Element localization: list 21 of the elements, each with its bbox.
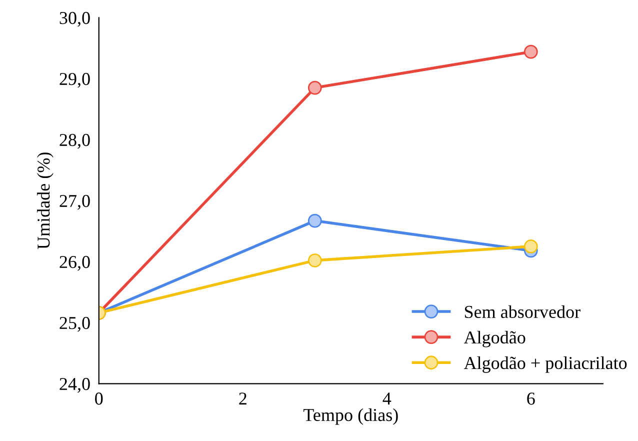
y-tick-label: 30,0 — [60, 12, 90, 27]
x-axis-title: Tempo (dias) — [303, 408, 398, 425]
y-tick-label: 27,0 — [60, 194, 90, 210]
y-tick-label: 29,0 — [60, 72, 90, 88]
y-tick-label: 26,0 — [60, 256, 90, 271]
point — [524, 239, 538, 254]
y-tick-label: 28,0 — [60, 134, 90, 149]
legend-label: Sem absorvedor — [464, 305, 580, 318]
legend-label: Algodão — [464, 330, 526, 348]
x-tick-label: 2 — [239, 392, 246, 405]
legend-label: Algodão + poliacrilato — [464, 356, 627, 373]
x-tick-label: 0 — [95, 392, 103, 405]
x-tick-label: 4 — [382, 392, 392, 405]
point — [308, 80, 322, 95]
y-tick-label: 24,0 — [60, 378, 90, 393]
point — [308, 253, 322, 268]
point — [524, 44, 538, 59]
point — [308, 214, 322, 228]
y-axis-title: Umidade (%) — [37, 152, 54, 250]
x-tick-label: 6 — [527, 392, 535, 405]
y-tick-label: 25,0 — [60, 316, 90, 332]
